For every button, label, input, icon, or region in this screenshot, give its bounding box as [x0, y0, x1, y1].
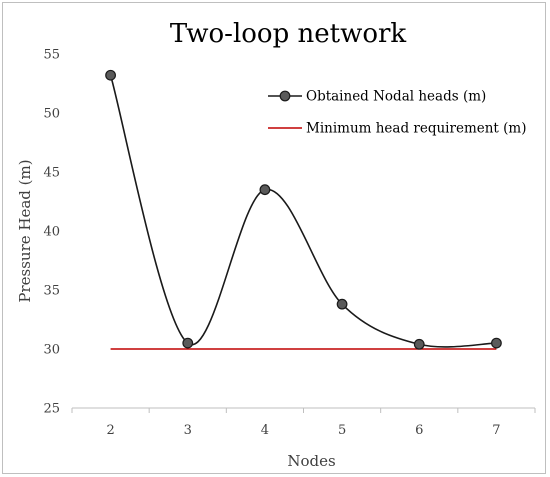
data-point	[336, 298, 348, 310]
x-axis-ticks: 2 3 4 5 6 7	[71, 408, 536, 438]
legend-label-minimum-head: Minimum head requirement (m)	[306, 121, 526, 137]
x-tick-label: 5	[338, 423, 346, 438]
series-line-nodal-heads	[109, 75, 497, 348]
x-tick-label: 6	[415, 423, 423, 438]
series-layer	[105, 69, 502, 350]
data-point	[491, 337, 502, 349]
y-tick-label: 25	[43, 402, 60, 417]
data-point	[413, 338, 425, 350]
x-tick-label: 7	[492, 423, 500, 438]
y-axis-label: Pressure Head (m)	[16, 159, 34, 302]
chart-frame	[2, 2, 546, 474]
legend: Obtained Nodal heads (m) Minimum head re…	[268, 89, 526, 137]
y-axis-ticks: 25 30 35 40 45 50 55	[43, 48, 60, 417]
data-point	[259, 184, 271, 196]
x-tick-label: 3	[184, 423, 192, 438]
x-axis-label: Nodes	[287, 452, 335, 470]
y-tick-label: 30	[43, 343, 60, 358]
y-tick-label: 55	[43, 48, 60, 63]
y-tick-label: 35	[43, 284, 60, 299]
data-point	[182, 337, 194, 349]
legend-marker-nodal-heads	[279, 90, 291, 102]
y-tick-label: 50	[43, 107, 60, 122]
x-tick-label: 2	[106, 423, 114, 438]
x-tick-label: 4	[261, 423, 269, 438]
y-tick-label: 40	[43, 225, 60, 240]
legend-label-nodal-heads: Obtained Nodal heads (m)	[306, 89, 486, 105]
data-point	[105, 69, 116, 81]
y-tick-label: 45	[43, 166, 60, 181]
chart-title: Two-loop network	[170, 19, 407, 49]
